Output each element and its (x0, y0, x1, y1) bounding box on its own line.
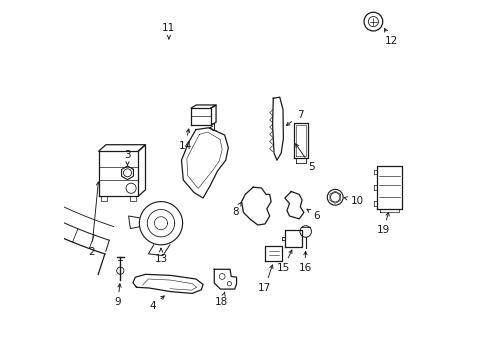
Text: 16: 16 (298, 252, 311, 273)
Text: 13: 13 (154, 248, 167, 264)
Text: 5: 5 (295, 144, 315, 172)
Text: 11: 11 (162, 23, 175, 39)
Text: 4: 4 (149, 296, 164, 311)
Text: 2: 2 (88, 182, 100, 257)
Text: 18: 18 (214, 292, 227, 307)
Text: 14: 14 (179, 129, 192, 151)
Text: 7: 7 (286, 110, 303, 126)
Text: 15: 15 (276, 250, 291, 273)
Text: 12: 12 (384, 28, 397, 46)
Text: 19: 19 (376, 212, 389, 235)
Text: 6: 6 (306, 209, 320, 221)
Text: 10: 10 (344, 196, 363, 206)
Text: 17: 17 (258, 265, 272, 293)
Text: 8: 8 (231, 202, 241, 217)
Text: 1: 1 (209, 123, 217, 133)
Text: 3: 3 (124, 150, 131, 166)
Text: 9: 9 (114, 284, 121, 307)
